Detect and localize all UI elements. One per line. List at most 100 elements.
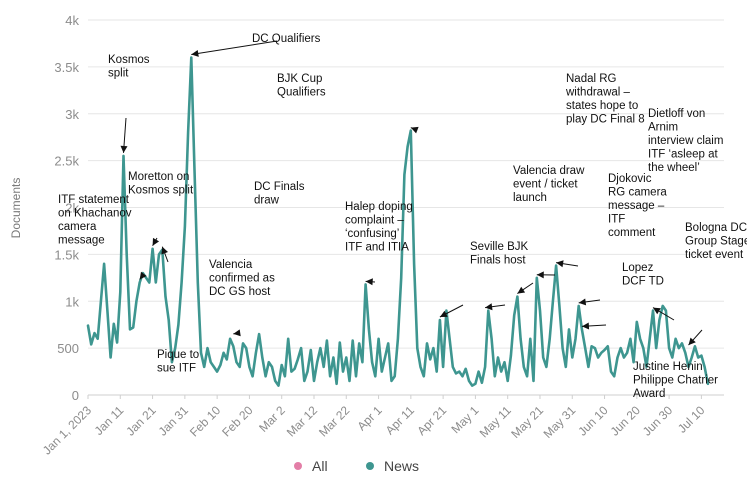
data-point <box>497 356 499 359</box>
annotation-arrowhead <box>191 50 199 57</box>
x-tick-label: Jun 30 <box>640 403 676 439</box>
data-point <box>219 364 221 366</box>
data-point <box>520 338 522 340</box>
data-point <box>190 56 192 59</box>
annotation-line: Group Stage <box>685 236 747 248</box>
annotation-line: DC GS host <box>209 286 271 298</box>
annotation-label: Pique to sue ITF <box>157 349 199 375</box>
annotation-line: RG camera <box>608 187 667 199</box>
data-point <box>316 361 318 363</box>
annotation-line: interview claim <box>648 135 723 147</box>
data-point <box>381 371 383 373</box>
annotations: DC Qualifiers Kosmos split BJK Cup Qualifier… <box>58 33 747 400</box>
legend-label: News <box>384 458 419 474</box>
data-point <box>281 364 283 366</box>
data-point <box>591 345 593 347</box>
data-point <box>394 375 396 377</box>
data-point <box>452 366 454 368</box>
annotation-line: Finals host <box>470 255 526 267</box>
data-point <box>523 366 525 368</box>
data-point <box>471 385 473 387</box>
data-point <box>206 347 209 349</box>
data-point <box>177 324 179 326</box>
data-point <box>587 366 590 368</box>
data-point <box>139 281 141 284</box>
data-point <box>184 225 186 227</box>
data-point <box>193 169 196 171</box>
annotation-arrow <box>191 40 278 55</box>
data-point <box>345 356 347 359</box>
data-point <box>532 380 535 382</box>
x-tick-label: Apr 1 <box>354 403 384 433</box>
data-point <box>329 375 331 377</box>
data-point <box>374 375 376 377</box>
data-point <box>358 342 360 344</box>
data-point <box>187 131 189 134</box>
data-point <box>284 375 286 377</box>
annotation-line: states hope to <box>566 100 638 112</box>
annotation-arrowhead <box>536 271 544 279</box>
data-point <box>261 356 263 359</box>
legend-marker <box>366 462 374 470</box>
data-point <box>268 361 270 363</box>
data-point <box>439 319 441 321</box>
y-tick-label: 500 <box>57 341 79 356</box>
data-point <box>252 375 254 377</box>
x-tick-label: Feb 20 <box>219 403 256 440</box>
data-point <box>158 253 160 255</box>
data-point <box>110 356 112 359</box>
data-point <box>620 347 622 349</box>
legend-marker <box>294 462 302 470</box>
data-point <box>239 366 241 368</box>
annotation-arrowhead <box>152 237 160 246</box>
data-point <box>152 248 154 250</box>
data-point <box>303 380 305 382</box>
annotation-arrowhead <box>139 271 147 280</box>
data-point <box>436 371 438 373</box>
data-point <box>419 366 422 368</box>
data-point <box>545 366 548 368</box>
annotation-label: ITF statement on Khachanov camera message <box>58 194 132 247</box>
annotation-line: DC Finals <box>254 181 305 193</box>
data-point <box>697 356 699 359</box>
annotation-label: Seville BJK Finals host <box>470 241 528 267</box>
annotation-label: BJK Cup Qualifiers <box>277 73 326 99</box>
data-point <box>355 375 357 377</box>
data-point <box>310 349 312 351</box>
data-point <box>603 349 606 351</box>
annotation-arrowhead <box>581 322 590 330</box>
annotation-arrowhead <box>233 329 241 337</box>
data-point <box>265 375 267 377</box>
annotation-line: message – <box>608 200 665 212</box>
annotation-line: sue ITF <box>157 363 196 375</box>
annotation-line: ITF <box>608 214 625 226</box>
legend-label: All <box>312 458 328 474</box>
data-point <box>361 361 363 363</box>
data-point <box>700 355 703 357</box>
annotation-line: Award <box>633 388 665 400</box>
annotation-line: Kosmos split <box>128 185 194 197</box>
data-point <box>229 338 231 340</box>
data-point <box>626 352 628 354</box>
data-point <box>168 319 170 321</box>
data-point <box>539 310 541 312</box>
data-point <box>510 355 512 357</box>
data-point <box>571 356 573 359</box>
annotation-line: Seville BJK <box>470 241 528 253</box>
x-tick-label: Jun 20 <box>608 403 644 439</box>
annotation-arrowhead <box>439 310 448 317</box>
data-point <box>662 305 664 307</box>
data-point <box>390 380 393 382</box>
annotation-arrowhead <box>410 126 419 134</box>
data-point <box>97 338 99 340</box>
annotation-line: withdrawal – <box>565 87 631 99</box>
annotation-label: Moretton on Kosmos split <box>128 171 194 197</box>
data-point <box>216 371 218 373</box>
y-axis-label: Documents <box>9 178 23 239</box>
data-point <box>549 338 551 340</box>
data-point <box>271 366 273 368</box>
data-point <box>684 352 686 354</box>
data-point <box>300 347 302 349</box>
data-point <box>426 342 428 344</box>
annotation-line: Halep doping <box>345 201 413 213</box>
